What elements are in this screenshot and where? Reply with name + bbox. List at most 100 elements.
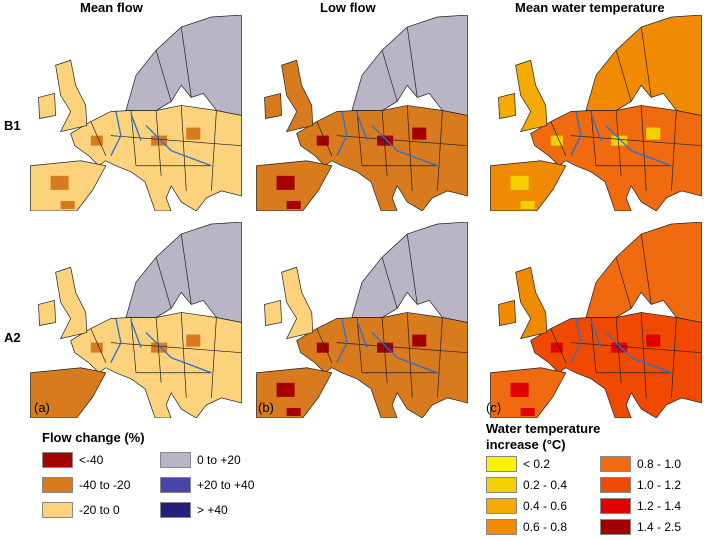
row-label-b1: B1 <box>4 118 21 133</box>
grid-patch <box>611 135 628 146</box>
legend-item: 0.2 - 0.4 <box>486 477 567 493</box>
country-borders <box>90 234 242 398</box>
legend-label: 0 to +20 <box>197 453 241 467</box>
country-borders <box>316 234 468 398</box>
region-uk <box>264 59 314 133</box>
rivers <box>570 318 672 374</box>
grid-patch <box>151 135 168 146</box>
legend-item: < 0.2 <box>486 456 550 472</box>
grid-patch <box>60 200 75 209</box>
grid-patch <box>50 382 69 397</box>
map-panel <box>30 14 242 212</box>
column-title-low-flow: Low flow <box>320 0 376 15</box>
rivers <box>110 318 212 374</box>
legend-label: -40 to -20 <box>79 478 131 492</box>
grid-patch <box>90 135 103 146</box>
legend-swatch <box>600 477 631 493</box>
grid-patch <box>377 135 394 146</box>
map-panel <box>256 221 468 419</box>
legend-label: 1.2 - 1.4 <box>637 499 682 513</box>
map-panel <box>490 14 702 212</box>
grid-patch <box>646 334 661 347</box>
region-uk <box>498 59 548 133</box>
grid-patch <box>550 135 563 146</box>
country-borders <box>90 27 242 191</box>
map-panel <box>490 221 702 419</box>
europe-map <box>490 14 702 212</box>
legend-item: 1.2 - 1.4 <box>600 498 681 514</box>
grid-patch <box>377 342 394 353</box>
grid-patch <box>90 342 103 353</box>
temp-legend-title-line2: increase (°C) <box>486 437 566 452</box>
grid-patch <box>186 127 201 140</box>
legend-item: 0.4 - 0.6 <box>486 498 567 514</box>
map-panel <box>30 221 242 419</box>
legend-swatch <box>600 519 631 535</box>
grid-patch <box>276 175 295 190</box>
legend-swatch <box>486 456 517 472</box>
grid-patch <box>646 127 661 140</box>
legend-label: 1.4 - 2.5 <box>637 520 682 534</box>
legend-label: -20 to 0 <box>79 503 120 517</box>
legend-label: 1.0 - 1.2 <box>637 478 682 492</box>
grid-patch <box>60 407 75 416</box>
legend-swatch <box>160 452 191 468</box>
region-north <box>351 221 468 323</box>
region-uk <box>38 59 88 133</box>
legend-swatch <box>486 477 517 493</box>
legend-swatch <box>42 477 73 493</box>
rivers <box>336 111 438 167</box>
grid-patch <box>510 382 529 397</box>
legend-swatch <box>600 456 631 472</box>
legend-item: 1.0 - 1.2 <box>600 477 681 493</box>
grid-patch <box>316 135 329 146</box>
panel-label-c: (c) <box>486 400 502 415</box>
legend-item: 0.8 - 1.0 <box>600 456 681 472</box>
rivers <box>570 111 672 167</box>
grid-patch <box>186 334 201 347</box>
flow-legend-title: Flow change (%) <box>42 430 145 445</box>
grid-patch <box>151 342 168 353</box>
legend-label: 0.4 - 0.6 <box>523 499 568 513</box>
region-uk <box>38 266 88 340</box>
panel-label-a: (a) <box>34 400 50 415</box>
rivers <box>110 111 212 167</box>
row-label-a2: A2 <box>4 330 21 345</box>
grid-patch <box>550 342 563 353</box>
legend-label: < 0.2 <box>523 457 551 471</box>
region-north <box>351 14 468 116</box>
legend-label: +20 to +40 <box>197 478 255 492</box>
europe-map <box>30 14 242 212</box>
legend-item: 1.4 - 2.5 <box>600 519 681 535</box>
grid-patch <box>412 127 427 140</box>
column-title-mean-flow: Mean flow <box>80 0 143 15</box>
map-panel <box>256 14 468 212</box>
region-north <box>125 221 242 323</box>
legend-label: 0.6 - 0.8 <box>523 520 568 534</box>
legend-item: <-40 <box>42 452 103 468</box>
grid-patch <box>276 382 295 397</box>
region-uk <box>498 266 548 340</box>
legend-swatch <box>42 502 73 518</box>
country-borders <box>550 234 702 398</box>
legend-item: -20 to 0 <box>42 502 120 518</box>
legend-swatch <box>486 498 517 514</box>
grid-patch <box>520 200 535 209</box>
temp-legend-title-line1: Water temperature <box>486 421 601 436</box>
europe-map <box>30 221 242 419</box>
legend-item: 0.6 - 0.8 <box>486 519 567 535</box>
grid-patch <box>286 407 301 416</box>
legend-swatch <box>42 452 73 468</box>
grid-patch <box>316 342 329 353</box>
legend-label: 0.2 - 0.4 <box>523 478 568 492</box>
europe-map <box>490 221 702 419</box>
legend-label: 0.8 - 1.0 <box>637 457 682 471</box>
rivers <box>336 318 438 374</box>
grid-patch <box>510 175 529 190</box>
panel-label-b: (b) <box>258 400 274 415</box>
column-title-water-temperature: Mean water temperature <box>515 0 665 15</box>
europe-map <box>256 221 468 419</box>
europe-map <box>256 14 468 212</box>
legend-item: > +40 <box>160 502 228 518</box>
legend-swatch <box>486 519 517 535</box>
